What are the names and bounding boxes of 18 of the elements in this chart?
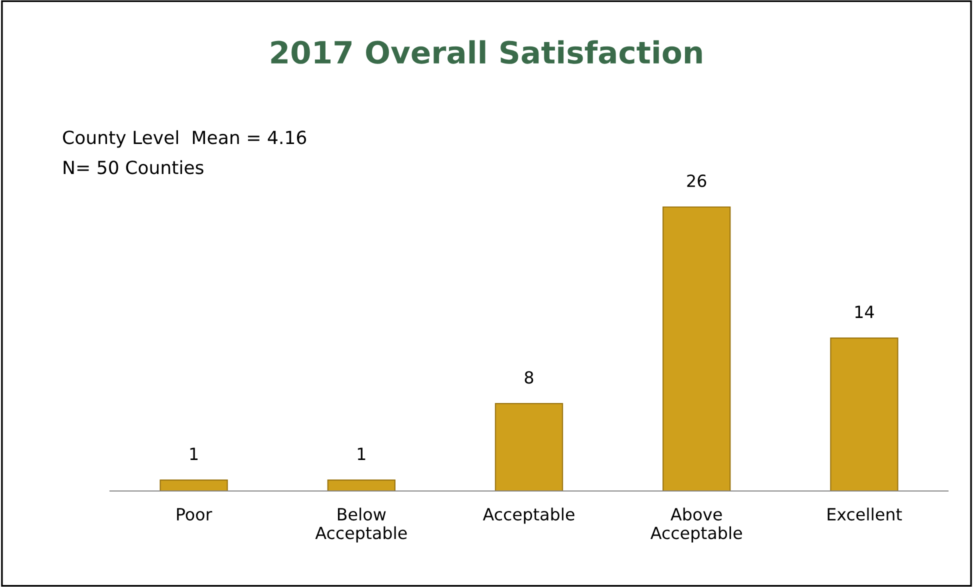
x-tick-label: Poor xyxy=(177,508,212,521)
data-label: 1 xyxy=(190,448,198,460)
bar xyxy=(662,206,731,491)
bar xyxy=(494,403,564,491)
chart-title: 2017 Overall Satisfaction xyxy=(271,40,702,64)
data-label: 8 xyxy=(524,371,534,384)
data-label: 1 xyxy=(358,448,366,460)
x-tick-label: Acceptable xyxy=(482,508,574,524)
bar xyxy=(830,338,898,491)
text: County Level Mean = 4.16 xyxy=(63,130,306,148)
x-tick-label: Above Acceptable xyxy=(650,508,742,542)
text: N= 50 Counties xyxy=(64,160,204,174)
bar xyxy=(327,480,396,491)
data-label: 26 xyxy=(687,174,706,188)
bar xyxy=(160,480,228,491)
x-tick-label: Below Acceptable xyxy=(315,508,407,542)
x-tick-label: Excellent xyxy=(828,508,902,521)
data-label: 14 xyxy=(855,306,874,318)
